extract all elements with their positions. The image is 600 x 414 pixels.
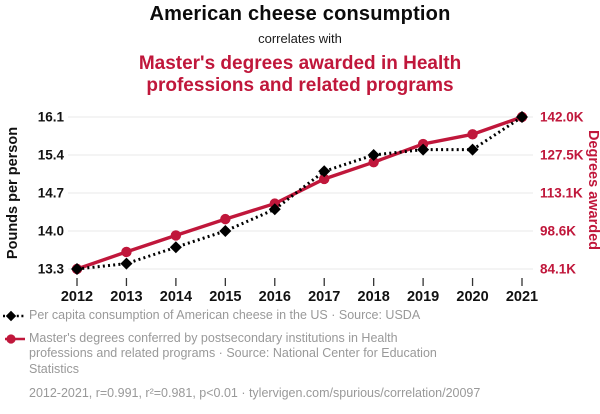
right-axis-tick-label: 84.1K [540, 262, 576, 277]
correlates-with-label: correlates with [258, 31, 342, 46]
diamond-dotted-line-icon [3, 310, 25, 322]
x-axis-tick-label: 2016 [259, 289, 291, 305]
cheese-data-point [268, 203, 281, 216]
chart-title: American cheese consumption [149, 3, 451, 25]
cheese-data-point [71, 263, 83, 275]
legend-label-degrees: Master's degrees conferred by postsecond… [29, 330, 437, 376]
right-axis-tick-label: 142.0K [540, 110, 584, 125]
left-axis-tick-label: 16.1 [38, 110, 65, 125]
legend-item-cheese: Per capita consumption of American chees… [3, 308, 597, 324]
legend: Per capita consumption of American chees… [3, 308, 597, 401]
left-axis-tick-label: 14.7 [38, 186, 64, 201]
x-axis-tick-label: 2021 [506, 289, 538, 305]
cheese-data-point [219, 225, 232, 237]
cheese-data-point [120, 257, 133, 270]
left-axis-tick-label: 13.3 [38, 262, 65, 277]
x-axis-tick-label: 2013 [110, 289, 142, 305]
x-axis-tick-label: 2017 [308, 289, 340, 305]
x-axis-tick-label: 2015 [209, 289, 241, 305]
right-axis-tick-label: 127.5K [540, 148, 584, 163]
right-axis-title: Degrees awarded [585, 130, 600, 250]
chart-subtitle: Master's degrees awarded in Health profe… [138, 53, 462, 96]
degrees-data-point [220, 213, 231, 225]
degrees-data-point [319, 173, 330, 185]
circle-solid-line-icon [5, 333, 25, 344]
left-axis-title: Pounds per person [5, 127, 21, 259]
degrees-series-line [76, 115, 523, 271]
right-axis-tick-label: 113.1K [540, 186, 583, 201]
cheese-data-point [466, 143, 479, 156]
x-axis-tick-label: 2019 [407, 289, 439, 305]
degrees-data-point [467, 129, 478, 140]
x-axis-tick-label: 2014 [160, 289, 192, 305]
degrees-data-point [368, 156, 379, 168]
legend-label-cheese: Per capita consumption of American chees… [29, 308, 421, 322]
cheese-data-point [318, 165, 331, 178]
cheese-data-point [417, 143, 430, 156]
cheese-data-point [169, 241, 182, 254]
chart-header: American cheese consumption correlates w… [0, 2, 600, 97]
footer-citation: 2012-2021, r=0.991, r²=0.981, p<0.01 · t… [29, 386, 481, 400]
left-axis-tick-label: 14.0 [38, 224, 64, 239]
x-axis-tick-label: 2012 [61, 289, 93, 305]
right-axis-tick-label: 98.6K [540, 224, 576, 239]
x-axis-tick-label: 2020 [456, 289, 488, 305]
x-axis-tick-label: 2018 [358, 289, 390, 305]
cheese-data-point [516, 111, 528, 123]
degrees-data-point [121, 246, 132, 258]
degrees-data-point [170, 230, 182, 241]
cheese-data-point [367, 149, 380, 161]
legend-item-degrees: Master's degrees conferred by postsecond… [3, 331, 597, 378]
left-axis-tick-label: 15.4 [38, 148, 65, 163]
cheese-series-line [76, 115, 523, 271]
